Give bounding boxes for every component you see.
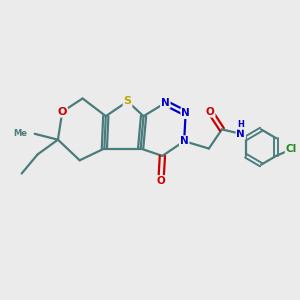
Text: O: O bbox=[157, 176, 165, 186]
Text: S: S bbox=[124, 96, 132, 106]
Text: N: N bbox=[180, 136, 188, 146]
Text: O: O bbox=[206, 107, 215, 117]
Text: N: N bbox=[236, 129, 245, 139]
Text: N: N bbox=[161, 98, 170, 108]
Text: Me: Me bbox=[14, 129, 27, 138]
Text: N: N bbox=[181, 108, 190, 118]
Text: O: O bbox=[58, 107, 67, 117]
Text: Cl: Cl bbox=[286, 144, 297, 154]
Text: H: H bbox=[237, 121, 244, 130]
